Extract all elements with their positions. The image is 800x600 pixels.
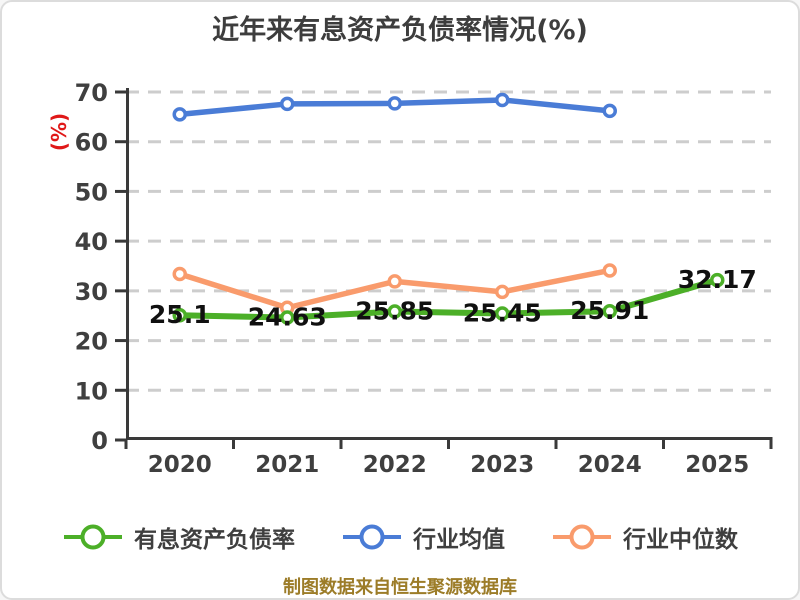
legend-item-1[interactable]: 行业均值 — [341, 520, 505, 554]
y-tick-label-10: 10 — [75, 377, 108, 405]
legend-marker-icon — [343, 524, 401, 550]
legend-item-0[interactable]: 有息资产负债率 — [62, 520, 295, 554]
data-label-2020: 25.1 — [149, 300, 211, 329]
series-1-marker-2021 — [280, 96, 295, 112]
y-axis-unit-label: (%) — [47, 113, 71, 151]
y-tick-label-0: 0 — [91, 427, 108, 455]
series-2-marker-2022 — [387, 274, 402, 289]
data-label-2021: 24.63 — [248, 303, 327, 332]
series-0-marker-2021 — [280, 310, 295, 325]
legend-label: 行业中位数 — [623, 527, 738, 553]
series-0-marker-2024 — [602, 303, 617, 319]
legend-marker-icon — [64, 524, 122, 550]
data-source-note: 制图数据来自恒生聚源数据库 — [283, 577, 517, 598]
legend-marker-icon — [553, 524, 611, 550]
chart-title: 近年来有息资产负债率情况(%) — [212, 15, 588, 46]
x-tick-label-2025: 2025 — [685, 452, 749, 478]
x-tick-label-2024: 2024 — [578, 452, 642, 478]
data-label-2022: 25.85 — [355, 296, 434, 325]
y-tick-label-40: 40 — [75, 228, 108, 256]
series-1-marker-2023 — [495, 92, 510, 108]
data-label-2025: 32.17 — [678, 265, 757, 294]
y-tick-label-70: 70 — [75, 79, 108, 107]
legend-label: 行业均值 — [413, 527, 505, 553]
data-label-2023: 25.45 — [463, 298, 542, 327]
data-label-2024: 25.91 — [570, 296, 649, 325]
y-tick-label-20: 20 — [75, 328, 108, 356]
series-1-marker-2020 — [172, 107, 187, 122]
y-tick-label-60: 60 — [75, 129, 108, 157]
x-tick-label-2022: 2022 — [363, 452, 427, 478]
series-2-marker-2020 — [172, 266, 187, 282]
series-1-marker-2022 — [387, 96, 402, 111]
x-tick-label-2021: 2021 — [255, 452, 319, 478]
legend-label: 有息资产负债率 — [134, 527, 295, 553]
series-1-marker-2024 — [602, 103, 617, 119]
y-tick-label-30: 30 — [75, 278, 108, 306]
series-0-marker-2025 — [710, 272, 725, 288]
y-tick-label-50: 50 — [75, 178, 108, 206]
series-0-marker-2023 — [495, 306, 510, 321]
series-line-0 — [176, 277, 721, 321]
x-tick-label-2020: 2020 — [148, 452, 212, 478]
legend-item-2[interactable]: 行业中位数 — [551, 520, 738, 554]
series-2-marker-2023 — [495, 284, 510, 300]
series-0-marker-2022 — [387, 304, 402, 319]
series-2-marker-2024 — [602, 263, 617, 278]
series-0-marker-2020 — [172, 307, 187, 323]
x-tick-label-2023: 2023 — [470, 452, 534, 478]
chart-legend: 有息资产负债率 行业均值 行业中位数 — [2, 520, 798, 554]
